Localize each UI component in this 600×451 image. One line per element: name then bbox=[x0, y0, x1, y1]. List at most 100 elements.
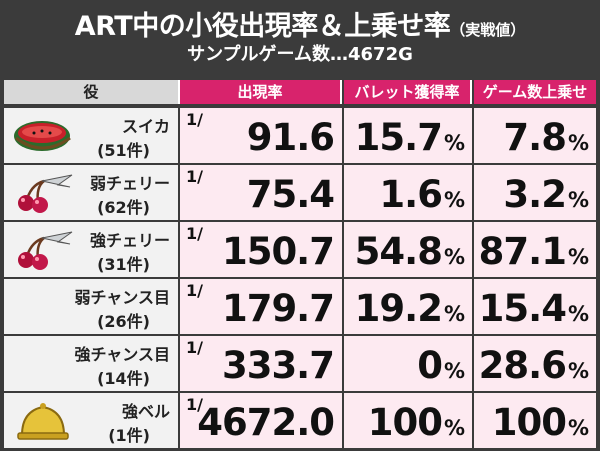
rate-value: 179.7 bbox=[221, 287, 335, 330]
rate-fraction-mark: 1/ bbox=[186, 395, 203, 414]
bullet-percent: % bbox=[443, 245, 465, 269]
game-cell: 7.8% bbox=[474, 108, 596, 163]
bullet-cell: 15.7% bbox=[344, 108, 472, 163]
role-count: (26件) bbox=[97, 312, 150, 331]
game-value-wrap: 28.6% bbox=[478, 344, 589, 387]
title-note: （実戦値） bbox=[450, 21, 526, 39]
table-row: 強チャンス目 (14件) 1/ 333.7 0% 28.6% bbox=[4, 336, 596, 391]
bullet-percent: % bbox=[443, 131, 465, 155]
game-value: 7.8 bbox=[503, 116, 567, 159]
game-cell: 100% bbox=[474, 393, 596, 448]
bullet-percent: % bbox=[443, 188, 465, 212]
rate-cell: 1/ 179.7 bbox=[180, 279, 342, 334]
bullet-cell: 19.2% bbox=[344, 279, 472, 334]
role-name: 強チャンス目 bbox=[74, 345, 170, 364]
rate-fraction-mark: 1/ bbox=[186, 224, 203, 243]
rate-fraction-mark: 1/ bbox=[186, 167, 203, 186]
bullet-cell: 1.6% bbox=[344, 165, 472, 220]
role-count: (14件) bbox=[97, 369, 150, 388]
game-value: 15.4 bbox=[478, 287, 567, 330]
rate-value: 91.6 bbox=[246, 116, 335, 159]
bullet-value: 100 bbox=[367, 401, 443, 444]
bell-icon bbox=[12, 401, 74, 441]
game-value-wrap: 7.8% bbox=[503, 116, 589, 159]
role-cell: 弱チャンス目 (26件) bbox=[4, 279, 178, 334]
cherry-icon bbox=[12, 173, 74, 213]
role-name: 弱チャンス目 bbox=[74, 288, 170, 307]
role-name: 強ベル bbox=[121, 402, 170, 421]
bullet-value-wrap: 15.7% bbox=[354, 116, 465, 159]
role-count: (1件) bbox=[108, 426, 150, 445]
game-value: 87.1 bbox=[478, 230, 567, 273]
role-count: (31件) bbox=[97, 255, 150, 274]
game-value-wrap: 87.1% bbox=[478, 230, 589, 273]
bullet-percent: % bbox=[443, 416, 465, 440]
rate-value: 333.7 bbox=[221, 344, 335, 387]
cherry-icon bbox=[12, 230, 74, 270]
game-value-wrap: 3.2% bbox=[503, 173, 589, 216]
watermelon-icon bbox=[12, 116, 74, 156]
rate-value: 4672.0 bbox=[197, 401, 335, 444]
game-value-wrap: 15.4% bbox=[478, 287, 589, 330]
rate-cell: 1/ 333.7 bbox=[180, 336, 342, 391]
game-percent: % bbox=[567, 416, 589, 440]
rate-cell: 1/ 91.6 bbox=[180, 108, 342, 163]
bullet-value-wrap: 19.2% bbox=[354, 287, 465, 330]
role-cell: 弱チェリー (62件) bbox=[4, 165, 178, 220]
role-cell: スイカ (51件) bbox=[4, 108, 178, 163]
game-value-wrap: 100% bbox=[491, 401, 589, 444]
table-row: スイカ (51件) 1/ 91.6 15.7% 7.8% bbox=[4, 108, 596, 163]
table-row: 強ベル (1件) 1/ 4672.0 100% 100% bbox=[4, 393, 596, 448]
game-percent: % bbox=[567, 302, 589, 326]
header-game: ゲーム数上乗せ bbox=[474, 80, 596, 104]
rate-fraction-mark: 1/ bbox=[186, 338, 203, 357]
bullet-value: 54.8 bbox=[354, 230, 443, 273]
bullet-percent: % bbox=[443, 302, 465, 326]
role-count: (51件) bbox=[97, 141, 150, 160]
role-cell: 強ベル (1件) bbox=[4, 393, 178, 448]
rate-value: 150.7 bbox=[221, 230, 335, 273]
game-percent: % bbox=[567, 188, 589, 212]
title-main: ART中の小役出現率＆上乗せ率 bbox=[74, 11, 451, 42]
bullet-value-wrap: 0% bbox=[417, 344, 465, 387]
role-cell: 強チャンス目 (14件) bbox=[4, 336, 178, 391]
bullet-cell: 0% bbox=[344, 336, 472, 391]
bullet-value: 19.2 bbox=[354, 287, 443, 330]
game-cell: 15.4% bbox=[474, 279, 596, 334]
role-name: 弱チェリー bbox=[89, 174, 170, 193]
game-value: 28.6 bbox=[478, 344, 567, 387]
header-bullet: バレット獲得率 bbox=[344, 80, 472, 104]
table-row: 弱チャンス目 (26件) 1/ 179.7 19.2% 15.4% bbox=[4, 279, 596, 334]
game-percent: % bbox=[567, 131, 589, 155]
page-subtitle: サンプルゲーム数…4672G bbox=[187, 44, 413, 65]
header-role: 役 bbox=[4, 80, 180, 104]
game-value: 100 bbox=[491, 401, 567, 444]
rate-cell: 1/ 4672.0 bbox=[180, 393, 342, 448]
game-cell: 28.6% bbox=[474, 336, 596, 391]
bullet-value-wrap: 54.8% bbox=[354, 230, 465, 273]
bullet-value-wrap: 100% bbox=[367, 401, 465, 444]
rate-fraction-mark: 1/ bbox=[186, 281, 203, 300]
table-row: 弱チェリー (62件) 1/ 75.4 1.6% 3.2% bbox=[4, 165, 596, 220]
role-name: スイカ bbox=[121, 117, 170, 136]
rate-fraction-mark: 1/ bbox=[186, 110, 203, 129]
bullet-value: 15.7 bbox=[354, 116, 443, 159]
bullet-cell: 54.8% bbox=[344, 222, 472, 277]
game-percent: % bbox=[567, 245, 589, 269]
bullet-percent: % bbox=[443, 359, 465, 383]
game-cell: 87.1% bbox=[474, 222, 596, 277]
game-percent: % bbox=[567, 359, 589, 383]
rate-cell: 1/ 150.7 bbox=[180, 222, 342, 277]
role-cell: 強チェリー (31件) bbox=[4, 222, 178, 277]
bullet-value-wrap: 1.6% bbox=[379, 173, 465, 216]
game-value: 3.2 bbox=[503, 173, 567, 216]
role-count: (62件) bbox=[97, 198, 150, 217]
page-title: ART中の小役出現率＆上乗せ率（実戦値） bbox=[0, 4, 600, 43]
rate-cell: 1/ 75.4 bbox=[180, 165, 342, 220]
rate-value: 75.4 bbox=[246, 173, 335, 216]
table-row: 強チェリー (31件) 1/ 150.7 54.8% 87.1% bbox=[4, 222, 596, 277]
game-cell: 3.2% bbox=[474, 165, 596, 220]
role-name: 強チェリー bbox=[89, 231, 170, 250]
header-rate: 出現率 bbox=[180, 80, 342, 104]
